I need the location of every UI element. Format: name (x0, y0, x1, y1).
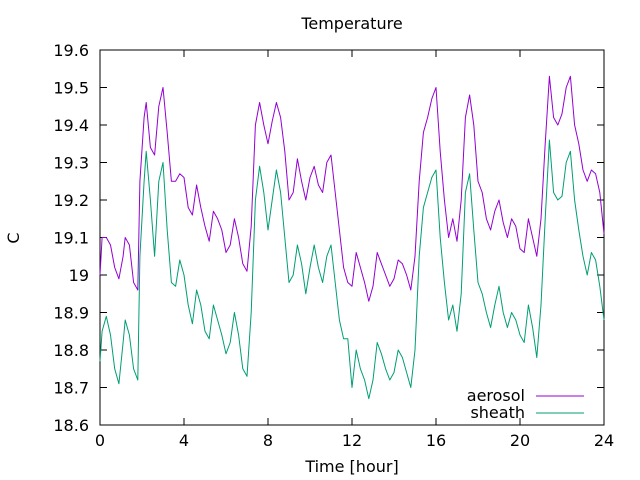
x-tick-label: 12 (342, 431, 362, 450)
y-tick-label: 19.3 (53, 154, 89, 173)
series-line-aerosol (99, 75, 605, 302)
y-axis-label: C (4, 232, 23, 243)
x-tick-label: 8 (263, 431, 273, 450)
x-tick-label: 0 (95, 431, 105, 450)
plot-frame (99, 49, 605, 426)
x-tick-label: 20 (510, 431, 530, 450)
y-tick-label: 19 (69, 266, 89, 285)
chart-title: Temperature (300, 14, 402, 33)
x-tick-label: 24 (594, 431, 614, 450)
series-line-sheath (99, 139, 605, 400)
y-tick-label: 19.5 (53, 79, 89, 98)
legend-label-aerosol: aerosol (467, 386, 525, 405)
x-tick-label: 4 (179, 431, 189, 450)
series-layer (99, 75, 605, 400)
y-tick-label: 18.8 (53, 341, 89, 360)
legend-label-sheath: sheath (470, 403, 525, 422)
y-tick-label: 18.9 (53, 304, 89, 323)
legend: aerosol sheath (467, 386, 584, 422)
y-tick-label: 18.7 (53, 379, 89, 398)
y-tick-label: 19.1 (53, 229, 89, 248)
x-axis-label: Time [hour] (304, 457, 398, 476)
y-tick-label: 19.2 (53, 191, 89, 210)
y-tick-label: 19.4 (53, 116, 89, 135)
x-tick-label: 16 (426, 431, 446, 450)
axes: 18.6 18.7 18.8 18.9 19 19.1 19.2 19.3 19.4 19.5 19… (53, 41, 614, 450)
y-tick-label: 18.6 (53, 416, 89, 435)
y-tick-label: 19.6 (53, 41, 89, 60)
